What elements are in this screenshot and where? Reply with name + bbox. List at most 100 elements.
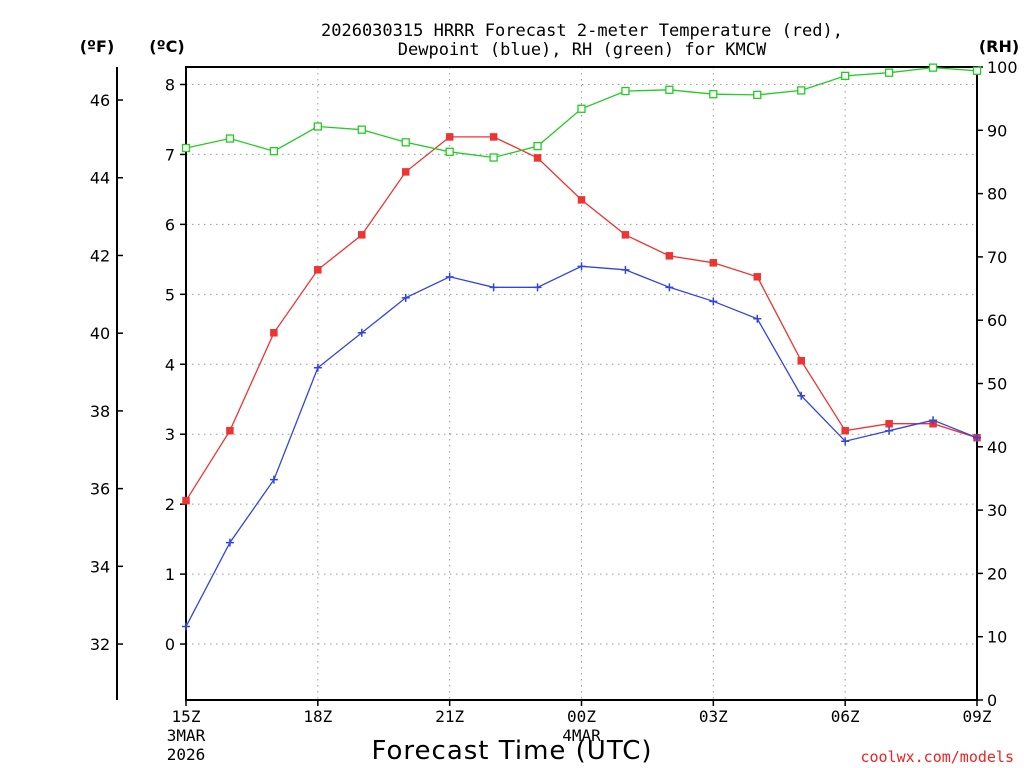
celsius-tick-label: 5 (165, 285, 175, 304)
watermark: coolwx.com/models (860, 748, 1014, 766)
rh-point (225, 134, 235, 143)
rh-tick-label: 40 (987, 438, 1007, 457)
fahrenheit-tick-label: 32 (90, 635, 110, 654)
rh-point (357, 125, 366, 134)
axes: 0123456783234363840424446010203040506070… (90, 58, 1018, 764)
temperature-point (841, 426, 849, 435)
dewpoint-point (621, 265, 630, 274)
rh-point (577, 104, 586, 113)
rh-point (445, 147, 454, 156)
x-tick-label: 18Z (303, 707, 332, 726)
dewpoint-point (753, 314, 762, 323)
rh-point (753, 90, 762, 100)
x-tick-label: 15Z (172, 707, 201, 726)
temperature-point (270, 329, 278, 337)
rh-point (489, 153, 498, 162)
rh-tick-label: 50 (987, 375, 1007, 394)
rh-tick-label: 20 (987, 564, 1007, 583)
rh-tick-label: 70 (987, 248, 1007, 267)
temperature-point (621, 231, 630, 239)
temperature-point (885, 419, 893, 428)
celsius-tick-label: 4 (165, 355, 175, 374)
x-axis-label: Forecast Time (UTC) (371, 736, 652, 766)
rh-tick-label: 30 (987, 501, 1007, 520)
celsius-tick-label: 7 (165, 145, 175, 164)
x-tick-label: 03Z (699, 707, 728, 726)
data-series (181, 63, 982, 631)
rh-unit-label: (RH) (979, 37, 1019, 56)
dewpoint-point (445, 272, 454, 281)
rh-point (665, 85, 674, 94)
dewpoint-point (313, 363, 322, 372)
rh-point (533, 141, 542, 151)
rh-point (841, 71, 850, 81)
rh-tick-label: 90 (987, 121, 1007, 140)
rh-tick-label: 60 (987, 311, 1007, 330)
x-tick-label: 06Z (831, 707, 860, 726)
celsius-tick-label: 6 (165, 215, 175, 234)
celsius-tick-label: 8 (165, 75, 175, 94)
fahrenheit-tick-label: 34 (90, 557, 110, 576)
fahrenheit-tick-label: 38 (90, 402, 110, 421)
celsius-tick-label: 0 (165, 635, 175, 654)
fahrenheit-tick-label: 44 (90, 169, 110, 188)
temperature-point (182, 496, 190, 505)
rh-point (401, 138, 410, 147)
dewpoint-point (269, 475, 278, 484)
temperature-point (226, 426, 234, 435)
x-tick-label: 21Z (435, 707, 464, 726)
temperature-point (533, 154, 542, 162)
temperature-point (665, 252, 674, 260)
rh-tick-label: 10 (987, 628, 1007, 647)
dewpoint-point (357, 328, 366, 337)
dewpoint-point (533, 283, 542, 292)
rh-tick-label: 0 (987, 691, 997, 710)
fahrenheit-tick-label: 46 (90, 91, 110, 110)
fahrenheit-tick-label: 36 (90, 480, 110, 499)
rh-tick-label: 100 (987, 58, 1018, 77)
dewpoint-point (182, 622, 190, 631)
dewpoint-point (885, 426, 894, 435)
celsius-tick-label: 3 (165, 425, 175, 444)
rh-point (313, 122, 322, 131)
dewpoint-point (797, 391, 806, 400)
celsius-unit-label: (ºC) (149, 37, 184, 56)
rh-tick-label: 80 (987, 185, 1007, 204)
x-tick-year: 2026 (167, 745, 206, 764)
dewpoint-point (489, 283, 498, 292)
dewpoint-point (973, 433, 981, 442)
temperature-point (577, 196, 586, 204)
fahrenheit-unit-label: (ºF) (80, 37, 115, 56)
grid-lines (186, 67, 977, 700)
temperature-point (797, 357, 805, 365)
rh-point (621, 86, 630, 96)
temperature-point (709, 259, 718, 267)
dewpoint-point (709, 297, 718, 306)
rh-point (709, 90, 718, 99)
dewpoint-point (577, 262, 586, 271)
temperature-point (753, 273, 762, 281)
x-tick-label: 00Z (567, 707, 596, 726)
temperature-point (314, 266, 322, 274)
chart-title-line2: Dewpoint (blue), RH (green) for KMCW (398, 40, 767, 60)
celsius-tick-label: 1 (165, 565, 175, 584)
rh-point (972, 66, 982, 75)
temperature-point (358, 231, 366, 239)
celsius-tick-label: 2 (165, 495, 175, 514)
dewpoint-point (401, 293, 410, 302)
dewpoint-point (665, 283, 674, 292)
dewpoint-point (841, 437, 850, 446)
temperature-point (401, 168, 410, 176)
fahrenheit-tick-label: 42 (90, 246, 110, 265)
x-tick-label: 09Z (963, 707, 992, 726)
rh-point (928, 63, 938, 72)
plot-frame (185, 66, 978, 701)
fahrenheit-tick-label: 40 (90, 324, 110, 343)
temperature-point (489, 133, 498, 141)
rh-point (181, 143, 191, 153)
temperature-point (445, 133, 454, 141)
rh-point (269, 147, 279, 156)
dewpoint-point (225, 538, 234, 547)
rh-point (797, 86, 806, 95)
